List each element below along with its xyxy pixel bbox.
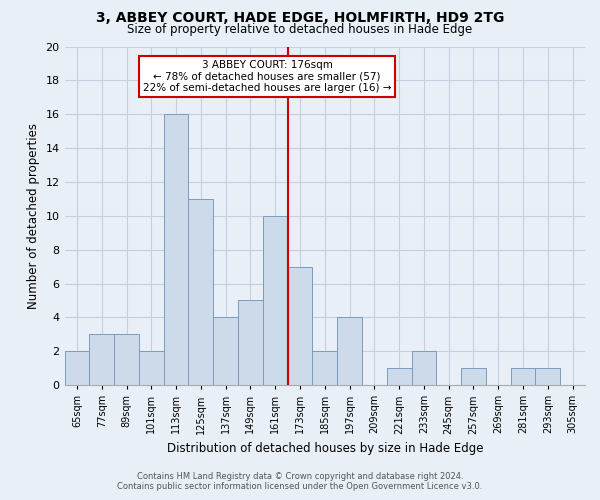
Bar	[387, 368, 412, 385]
Bar	[139, 352, 164, 385]
Bar	[213, 318, 238, 385]
Bar	[337, 318, 362, 385]
Bar	[263, 216, 287, 385]
Bar	[89, 334, 114, 385]
Bar	[313, 352, 337, 385]
Bar	[164, 114, 188, 385]
X-axis label: Distribution of detached houses by size in Hade Edge: Distribution of detached houses by size …	[167, 442, 483, 455]
Bar	[238, 300, 263, 385]
Bar	[65, 352, 89, 385]
Bar	[511, 368, 535, 385]
Text: 3, ABBEY COURT, HADE EDGE, HOLMFIRTH, HD9 2TG: 3, ABBEY COURT, HADE EDGE, HOLMFIRTH, HD…	[96, 11, 504, 25]
Bar	[461, 368, 486, 385]
Bar	[188, 199, 213, 385]
Text: Size of property relative to detached houses in Hade Edge: Size of property relative to detached ho…	[127, 22, 473, 36]
Bar	[535, 368, 560, 385]
Bar	[412, 352, 436, 385]
Y-axis label: Number of detached properties: Number of detached properties	[27, 123, 40, 309]
Text: Contains HM Land Registry data © Crown copyright and database right 2024.
Contai: Contains HM Land Registry data © Crown c…	[118, 472, 482, 491]
Bar	[287, 266, 313, 385]
Text: 3 ABBEY COURT: 176sqm
← 78% of detached houses are smaller (57)
22% of semi-deta: 3 ABBEY COURT: 176sqm ← 78% of detached …	[143, 60, 391, 93]
Bar	[114, 334, 139, 385]
